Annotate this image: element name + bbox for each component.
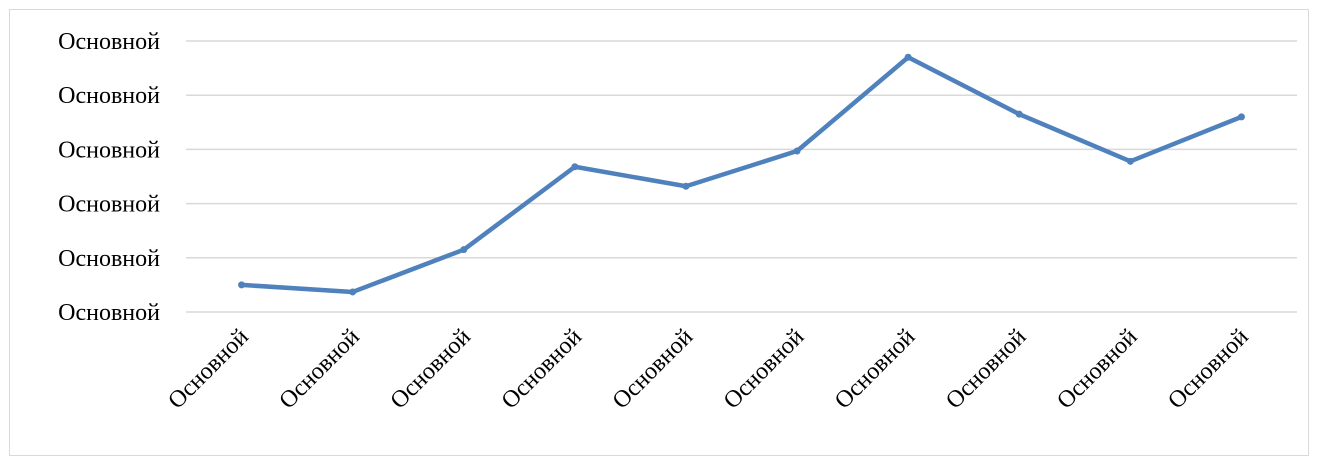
x-tick-label: Основной — [941, 324, 1032, 415]
y-tick-label: Основной — [58, 29, 160, 55]
y-tick-label: Основной — [58, 300, 160, 326]
gridlines — [186, 40, 1297, 313]
x-tick-label: Основной — [386, 324, 477, 415]
series-layer — [238, 53, 1245, 296]
data-point — [904, 53, 912, 61]
data-point — [682, 182, 690, 190]
series-line — [239, 55, 1244, 295]
y-axis-tick-labels: Основной Основной Основной Основной Основной… — [58, 29, 160, 326]
x-tick-label: Основной — [719, 324, 810, 415]
data-point — [793, 147, 801, 155]
x-tick-label: Основной — [163, 324, 254, 415]
x-tick-label: Основной — [830, 324, 921, 415]
x-tick-label: Основной — [608, 324, 699, 415]
data-point — [1237, 113, 1245, 121]
data-point — [238, 281, 246, 289]
data-point — [349, 288, 357, 296]
y-tick-label: Основной — [58, 192, 160, 218]
x-tick-label: Основной — [1163, 324, 1254, 415]
x-tick-label: Основной — [497, 324, 588, 415]
x-tick-label: Основной — [1052, 324, 1143, 415]
y-tick-label: Основной — [58, 83, 160, 109]
y-tick-label: Основной — [58, 246, 160, 272]
y-tick-label: Основной — [58, 137, 160, 163]
x-tick-label: Основной — [274, 324, 365, 415]
chart-frame — [9, 9, 1309, 456]
data-point — [460, 246, 468, 254]
x-axis-tick-labels: Основной Основной Основной Основной Основной… — [163, 324, 1253, 415]
data-point — [571, 163, 579, 171]
data-point — [1015, 110, 1023, 118]
data-point — [1126, 157, 1134, 165]
